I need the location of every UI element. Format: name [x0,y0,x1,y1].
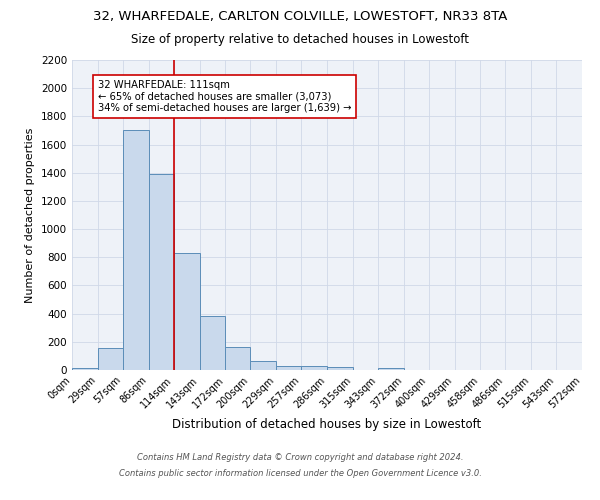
Bar [327,367,353,370]
Bar [301,366,327,370]
Bar [149,174,173,370]
Text: 32, WHARFEDALE, CARLTON COLVILLE, LOWESTOFT, NR33 8TA: 32, WHARFEDALE, CARLTON COLVILLE, LOWEST… [93,10,507,23]
Text: Contains public sector information licensed under the Open Government Licence v3: Contains public sector information licen… [119,468,481,477]
Bar [226,348,250,370]
Bar [123,130,149,370]
Bar [199,316,226,370]
Y-axis label: Number of detached properties: Number of detached properties [25,128,35,302]
Bar [276,366,301,370]
Bar [378,368,404,370]
Text: Contains HM Land Registry data © Crown copyright and database right 2024.: Contains HM Land Registry data © Crown c… [137,454,463,462]
Bar [98,348,123,370]
Bar [72,368,98,370]
Bar [173,253,199,370]
Text: Size of property relative to detached houses in Lowestoft: Size of property relative to detached ho… [131,32,469,46]
Bar [250,361,276,370]
X-axis label: Distribution of detached houses by size in Lowestoft: Distribution of detached houses by size … [172,418,482,431]
Text: 32 WHARFEDALE: 111sqm
← 65% of detached houses are smaller (3,073)
34% of semi-d: 32 WHARFEDALE: 111sqm ← 65% of detached … [98,80,352,113]
